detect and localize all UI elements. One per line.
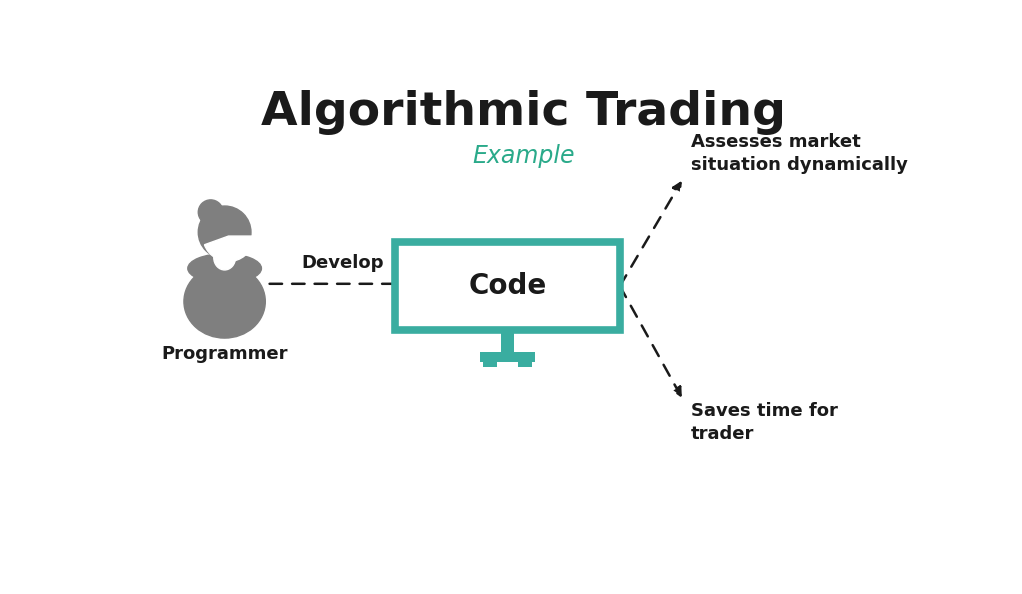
Text: Programmer: Programmer <box>161 345 288 364</box>
FancyBboxPatch shape <box>396 242 620 330</box>
Text: Algorithmic Trading: Algorithmic Trading <box>262 90 786 135</box>
FancyBboxPatch shape <box>483 362 498 367</box>
Wedge shape <box>204 236 254 261</box>
FancyBboxPatch shape <box>501 330 514 352</box>
FancyBboxPatch shape <box>178 222 271 268</box>
Circle shape <box>198 200 223 225</box>
Text: Develop: Develop <box>301 254 384 272</box>
Text: Example: Example <box>472 144 575 168</box>
Text: Saves time for
trader: Saves time for trader <box>691 402 838 443</box>
Text: Code: Code <box>468 272 547 300</box>
FancyBboxPatch shape <box>517 362 531 367</box>
Ellipse shape <box>188 254 262 283</box>
Ellipse shape <box>184 265 266 338</box>
Ellipse shape <box>214 245 235 270</box>
FancyBboxPatch shape <box>479 352 536 362</box>
Text: Assesses market
situation dynamically: Assesses market situation dynamically <box>691 133 909 175</box>
Circle shape <box>198 206 251 258</box>
